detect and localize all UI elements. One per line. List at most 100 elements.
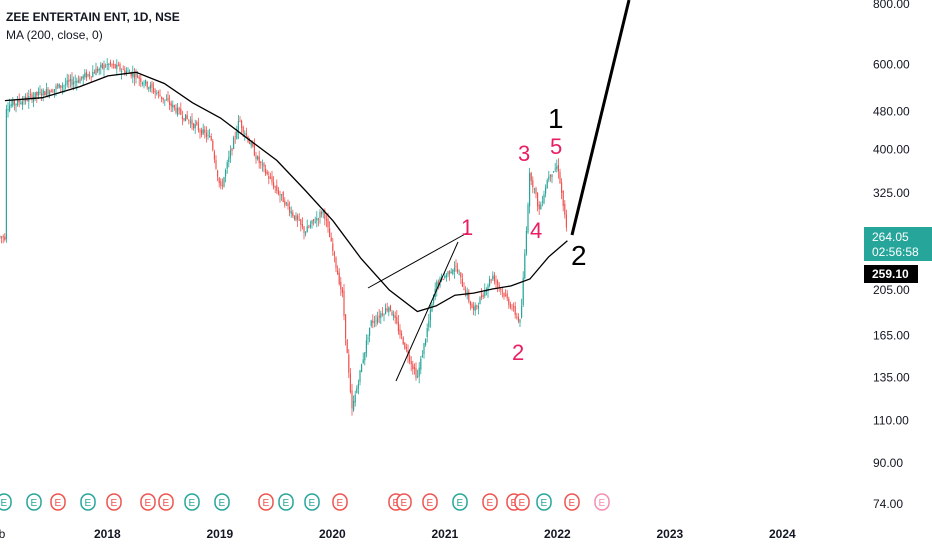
earnings-marker-letter: E bbox=[31, 498, 38, 509]
earnings-marker[interactable]: E bbox=[50, 493, 66, 511]
earnings-marker[interactable]: E bbox=[482, 493, 498, 511]
earnings-marker[interactable]: E bbox=[396, 493, 412, 511]
candle-body bbox=[394, 315, 396, 318]
projection-line[interactable] bbox=[570, 0, 631, 236]
candle-body bbox=[564, 204, 566, 215]
earnings-marker-badge bbox=[396, 493, 412, 511]
candle-body bbox=[135, 73, 137, 77]
candle-body bbox=[493, 274, 495, 282]
candle-body bbox=[489, 278, 491, 286]
earnings-marker-badge bbox=[536, 493, 552, 511]
earnings-marker[interactable]: E bbox=[0, 493, 12, 511]
earnings-marker[interactable]: E bbox=[564, 493, 580, 511]
lower-trendline[interactable] bbox=[395, 241, 459, 382]
candle-body bbox=[477, 305, 479, 309]
earnings-marker[interactable]: E bbox=[452, 493, 468, 511]
earnings-marker[interactable]: E bbox=[184, 493, 200, 511]
upper-trendline[interactable] bbox=[367, 232, 468, 289]
candle-body bbox=[33, 97, 35, 102]
candle-body bbox=[354, 394, 356, 403]
candle-body bbox=[10, 104, 12, 106]
candle-body bbox=[367, 337, 369, 339]
time-tick-label: 2023 bbox=[657, 527, 684, 541]
candle-body bbox=[138, 77, 140, 79]
candle-body bbox=[444, 276, 446, 278]
candle-body bbox=[169, 101, 171, 105]
candle-body bbox=[522, 277, 524, 305]
earnings-marker[interactable]: E bbox=[26, 493, 42, 511]
candle-body bbox=[453, 267, 455, 272]
candle-body bbox=[553, 171, 555, 173]
candle-body bbox=[133, 74, 135, 79]
candle-body bbox=[559, 171, 561, 184]
earnings-marker[interactable]: E bbox=[422, 493, 438, 511]
earnings-marker-letter: E bbox=[427, 498, 434, 509]
earnings-marker[interactable]: E bbox=[514, 493, 530, 511]
candle-body bbox=[183, 118, 185, 121]
candle-body bbox=[503, 293, 505, 297]
candle-body bbox=[287, 203, 289, 206]
earnings-marker-letter: E bbox=[393, 498, 400, 509]
candle-body bbox=[402, 337, 404, 345]
candle-body bbox=[263, 163, 265, 167]
earnings-marker-letter: E bbox=[189, 498, 196, 509]
candle-body bbox=[359, 370, 361, 382]
candle-body bbox=[469, 301, 471, 306]
candle-body bbox=[241, 120, 243, 128]
candle-body bbox=[108, 64, 110, 65]
candle-body bbox=[541, 201, 543, 203]
candle-body bbox=[5, 108, 7, 240]
earnings-marker[interactable]: E bbox=[594, 493, 610, 511]
symbol-title[interactable]: ZEE ENTERTAIN ENT, 1D, NSE bbox=[6, 10, 180, 24]
earnings-marker[interactable]: E bbox=[158, 493, 174, 511]
candle-body bbox=[562, 191, 564, 206]
earnings-marker-badge bbox=[258, 493, 274, 511]
candle-body bbox=[58, 83, 60, 89]
candle-body bbox=[49, 91, 51, 97]
candle-body bbox=[460, 272, 462, 278]
candle-body bbox=[337, 270, 339, 275]
candle-body bbox=[321, 212, 323, 215]
candle-body bbox=[217, 170, 219, 177]
candle-body bbox=[365, 340, 367, 354]
earnings-marker[interactable]: E bbox=[140, 493, 156, 511]
candle-body bbox=[356, 387, 358, 393]
candle-body bbox=[388, 307, 390, 313]
candle-body bbox=[423, 343, 425, 354]
candle-body bbox=[105, 65, 107, 67]
earnings-marker[interactable]: E bbox=[80, 493, 96, 511]
earnings-marker[interactable]: E bbox=[332, 493, 348, 511]
candle-body bbox=[543, 194, 545, 204]
candle-body bbox=[521, 305, 523, 318]
candle-body bbox=[505, 294, 507, 296]
earnings-marker[interactable]: E bbox=[536, 493, 552, 511]
earnings-marker[interactable]: E bbox=[258, 493, 274, 511]
earnings-marker-badge bbox=[332, 493, 348, 511]
candle-body bbox=[1, 236, 3, 238]
earnings-marker[interactable]: E bbox=[278, 493, 294, 511]
candle-body bbox=[463, 288, 465, 291]
candle-body bbox=[290, 211, 292, 214]
price-tick-label: 480.00 bbox=[873, 104, 910, 118]
candle-body bbox=[498, 284, 500, 288]
candle-body bbox=[76, 81, 78, 83]
candle-body bbox=[447, 271, 449, 275]
candle-body bbox=[117, 64, 119, 66]
candle-body bbox=[277, 190, 279, 195]
earnings-marker[interactable]: E bbox=[106, 493, 122, 511]
candle-body bbox=[154, 91, 156, 93]
earnings-marker[interactable]: E bbox=[304, 493, 320, 511]
candle-body bbox=[484, 289, 486, 296]
candle-body bbox=[39, 91, 41, 94]
candle-body bbox=[306, 226, 308, 233]
earnings-marker[interactable]: E bbox=[214, 493, 230, 511]
candle-body bbox=[535, 188, 537, 194]
indicator-title[interactable]: MA (200, close, 0) bbox=[6, 28, 103, 42]
price-tick-label: 90.00 bbox=[873, 456, 903, 470]
candle-body bbox=[281, 194, 283, 195]
price-tick-label: 74.00 bbox=[873, 497, 903, 511]
candle-body bbox=[540, 204, 542, 210]
candle-body bbox=[417, 376, 419, 378]
